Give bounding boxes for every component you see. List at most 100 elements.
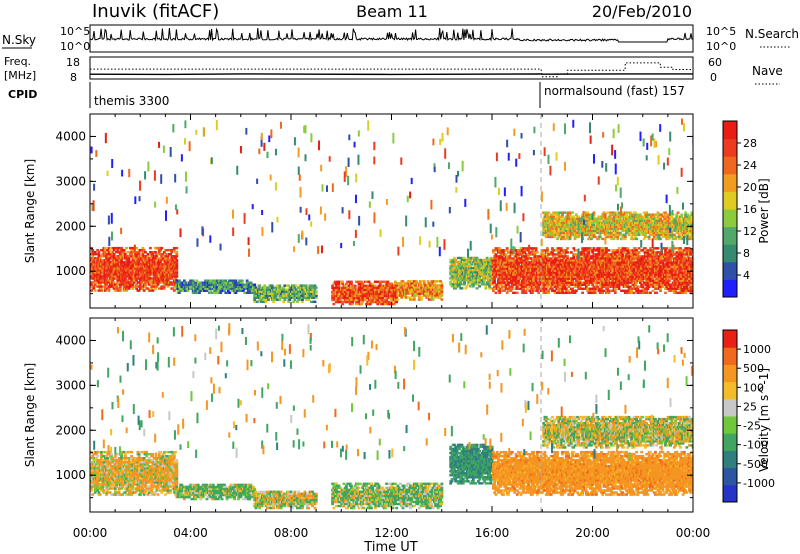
range-cell — [90, 283, 93, 286]
range-cell — [543, 253, 547, 256]
range-cell — [98, 257, 102, 260]
range-cell — [226, 289, 230, 293]
range-cell — [513, 283, 517, 286]
range-cell — [157, 250, 161, 254]
range-cell — [170, 257, 174, 260]
range-cell — [572, 247, 576, 250]
range-cell — [500, 255, 504, 258]
range-cell — [610, 253, 613, 256]
range-cell — [166, 285, 170, 288]
range-cell — [264, 296, 268, 299]
range-cell — [546, 251, 549, 254]
range-cell — [640, 283, 644, 286]
range-cell — [154, 250, 157, 254]
range-cell — [385, 300, 389, 304]
range-cell — [93, 275, 97, 278]
range-cell — [602, 289, 606, 293]
range-cell — [601, 291, 605, 295]
range-cell — [118, 283, 122, 286]
freq-panel: Freq. [MHz] 18 8 60 0 Nave — [4, 55, 783, 85]
range-cell — [351, 302, 355, 306]
range-cell — [117, 261, 121, 264]
range-cell — [346, 280, 350, 284]
range-cell — [209, 281, 213, 284]
range-cell — [118, 285, 122, 288]
range-cell — [230, 279, 234, 282]
range-cell — [557, 249, 561, 252]
range-cell — [588, 247, 592, 250]
range-cell — [546, 255, 549, 258]
range-cell — [458, 283, 461, 286]
range-cell — [395, 296, 399, 300]
range-cell — [127, 257, 131, 260]
range-cell — [311, 284, 314, 287]
range-cell — [626, 283, 630, 286]
range-cell — [115, 259, 118, 262]
nave-trace — [90, 62, 693, 78]
range-cell — [500, 287, 504, 290]
range-cell — [623, 285, 627, 288]
range-cell — [562, 257, 566, 260]
range-cell — [552, 277, 556, 280]
range-cell — [495, 283, 499, 286]
range-cell — [584, 285, 588, 288]
range-cell — [616, 249, 620, 252]
range-cell — [635, 249, 639, 252]
range-cell — [533, 253, 537, 256]
range-cell — [375, 280, 378, 284]
range-cell — [607, 249, 611, 252]
range-cell — [549, 259, 553, 262]
range-cell — [532, 279, 535, 282]
range-cell — [524, 291, 528, 295]
range-cell — [228, 291, 231, 295]
range-cell — [595, 257, 598, 260]
range-cell — [103, 246, 107, 250]
range-cell — [201, 287, 205, 290]
range-cell — [595, 249, 598, 252]
range-cell — [502, 257, 505, 260]
range-cell — [270, 284, 274, 287]
range-cell — [481, 281, 485, 284]
range-cell — [540, 285, 544, 288]
range-cell — [573, 291, 577, 295]
range-cell — [533, 257, 537, 260]
range-cell — [626, 285, 630, 288]
range-cell — [592, 255, 596, 258]
range-cell — [357, 300, 361, 304]
range-cell — [595, 283, 598, 286]
range-cell — [532, 277, 535, 280]
range-cell — [603, 255, 607, 258]
range-cell — [534, 285, 538, 288]
range-cell — [468, 274, 471, 278]
range-cell — [385, 298, 389, 302]
range-cell — [156, 257, 160, 260]
range-cell — [632, 249, 636, 252]
range-cell — [233, 287, 237, 290]
range-cell — [524, 247, 528, 250]
range-cell — [353, 286, 357, 290]
range-cell — [646, 263, 650, 266]
range-cell — [547, 257, 551, 260]
range-cell — [144, 283, 147, 286]
range-cell — [314, 286, 318, 289]
range-cell — [137, 285, 141, 288]
range-cell — [341, 282, 345, 286]
range-cell — [530, 249, 534, 252]
range-cell — [174, 257, 177, 260]
range-cell — [157, 287, 161, 290]
range-cell — [588, 257, 592, 260]
range-cell — [368, 302, 372, 306]
range-cell — [519, 287, 523, 290]
range-cell — [450, 285, 454, 288]
range-cell — [343, 284, 347, 288]
range-cell — [221, 279, 225, 282]
range-cell — [274, 286, 278, 289]
range-cell — [357, 284, 361, 288]
range-cell — [527, 255, 530, 258]
range-cell — [581, 291, 584, 295]
range-cell — [247, 281, 250, 284]
range-cell — [125, 289, 128, 292]
range-cell — [394, 298, 397, 302]
range-cell — [157, 275, 161, 278]
range-cell — [440, 294, 444, 297]
